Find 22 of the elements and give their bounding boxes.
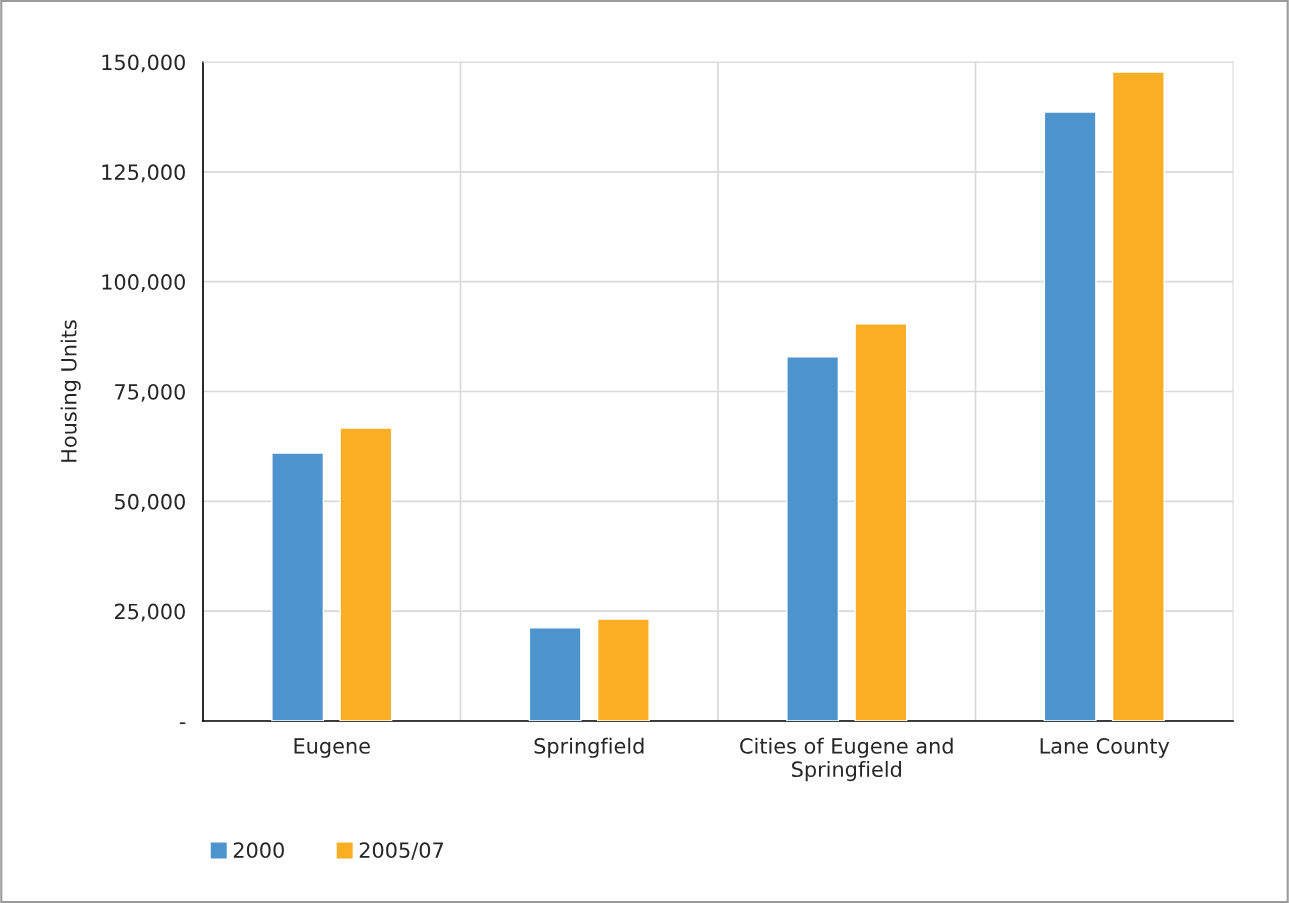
x-tick-label: Cities of Eugene and Springfield (740, 737, 953, 782)
bar (596, 618, 650, 721)
bar (339, 427, 393, 721)
bar (1111, 71, 1165, 721)
bar (271, 452, 325, 721)
y-tick-label: 150,000 (102, 54, 185, 73)
bar (786, 356, 840, 721)
x-tick-label: Springfield (534, 737, 644, 758)
legend-label: 2005/07 (359, 842, 443, 860)
bar (854, 323, 908, 721)
bar (1043, 111, 1097, 721)
legend-label: 2000 (233, 842, 284, 859)
y-axis-title: Housing Units (60, 320, 81, 462)
y-tick-label: 125,000 (102, 164, 185, 183)
y-tick-label: 50,000 (115, 493, 185, 512)
bar (528, 627, 582, 721)
x-tick-label: Eugene (294, 738, 370, 758)
y-tick-label: 75,000 (115, 383, 185, 402)
y-tick-label: 25,000 (114, 603, 185, 622)
y-tick-label: 100,000 (102, 274, 185, 292)
x-tick-label: Lane County (1040, 738, 1170, 758)
y-tick-label: - (179, 722, 186, 725)
